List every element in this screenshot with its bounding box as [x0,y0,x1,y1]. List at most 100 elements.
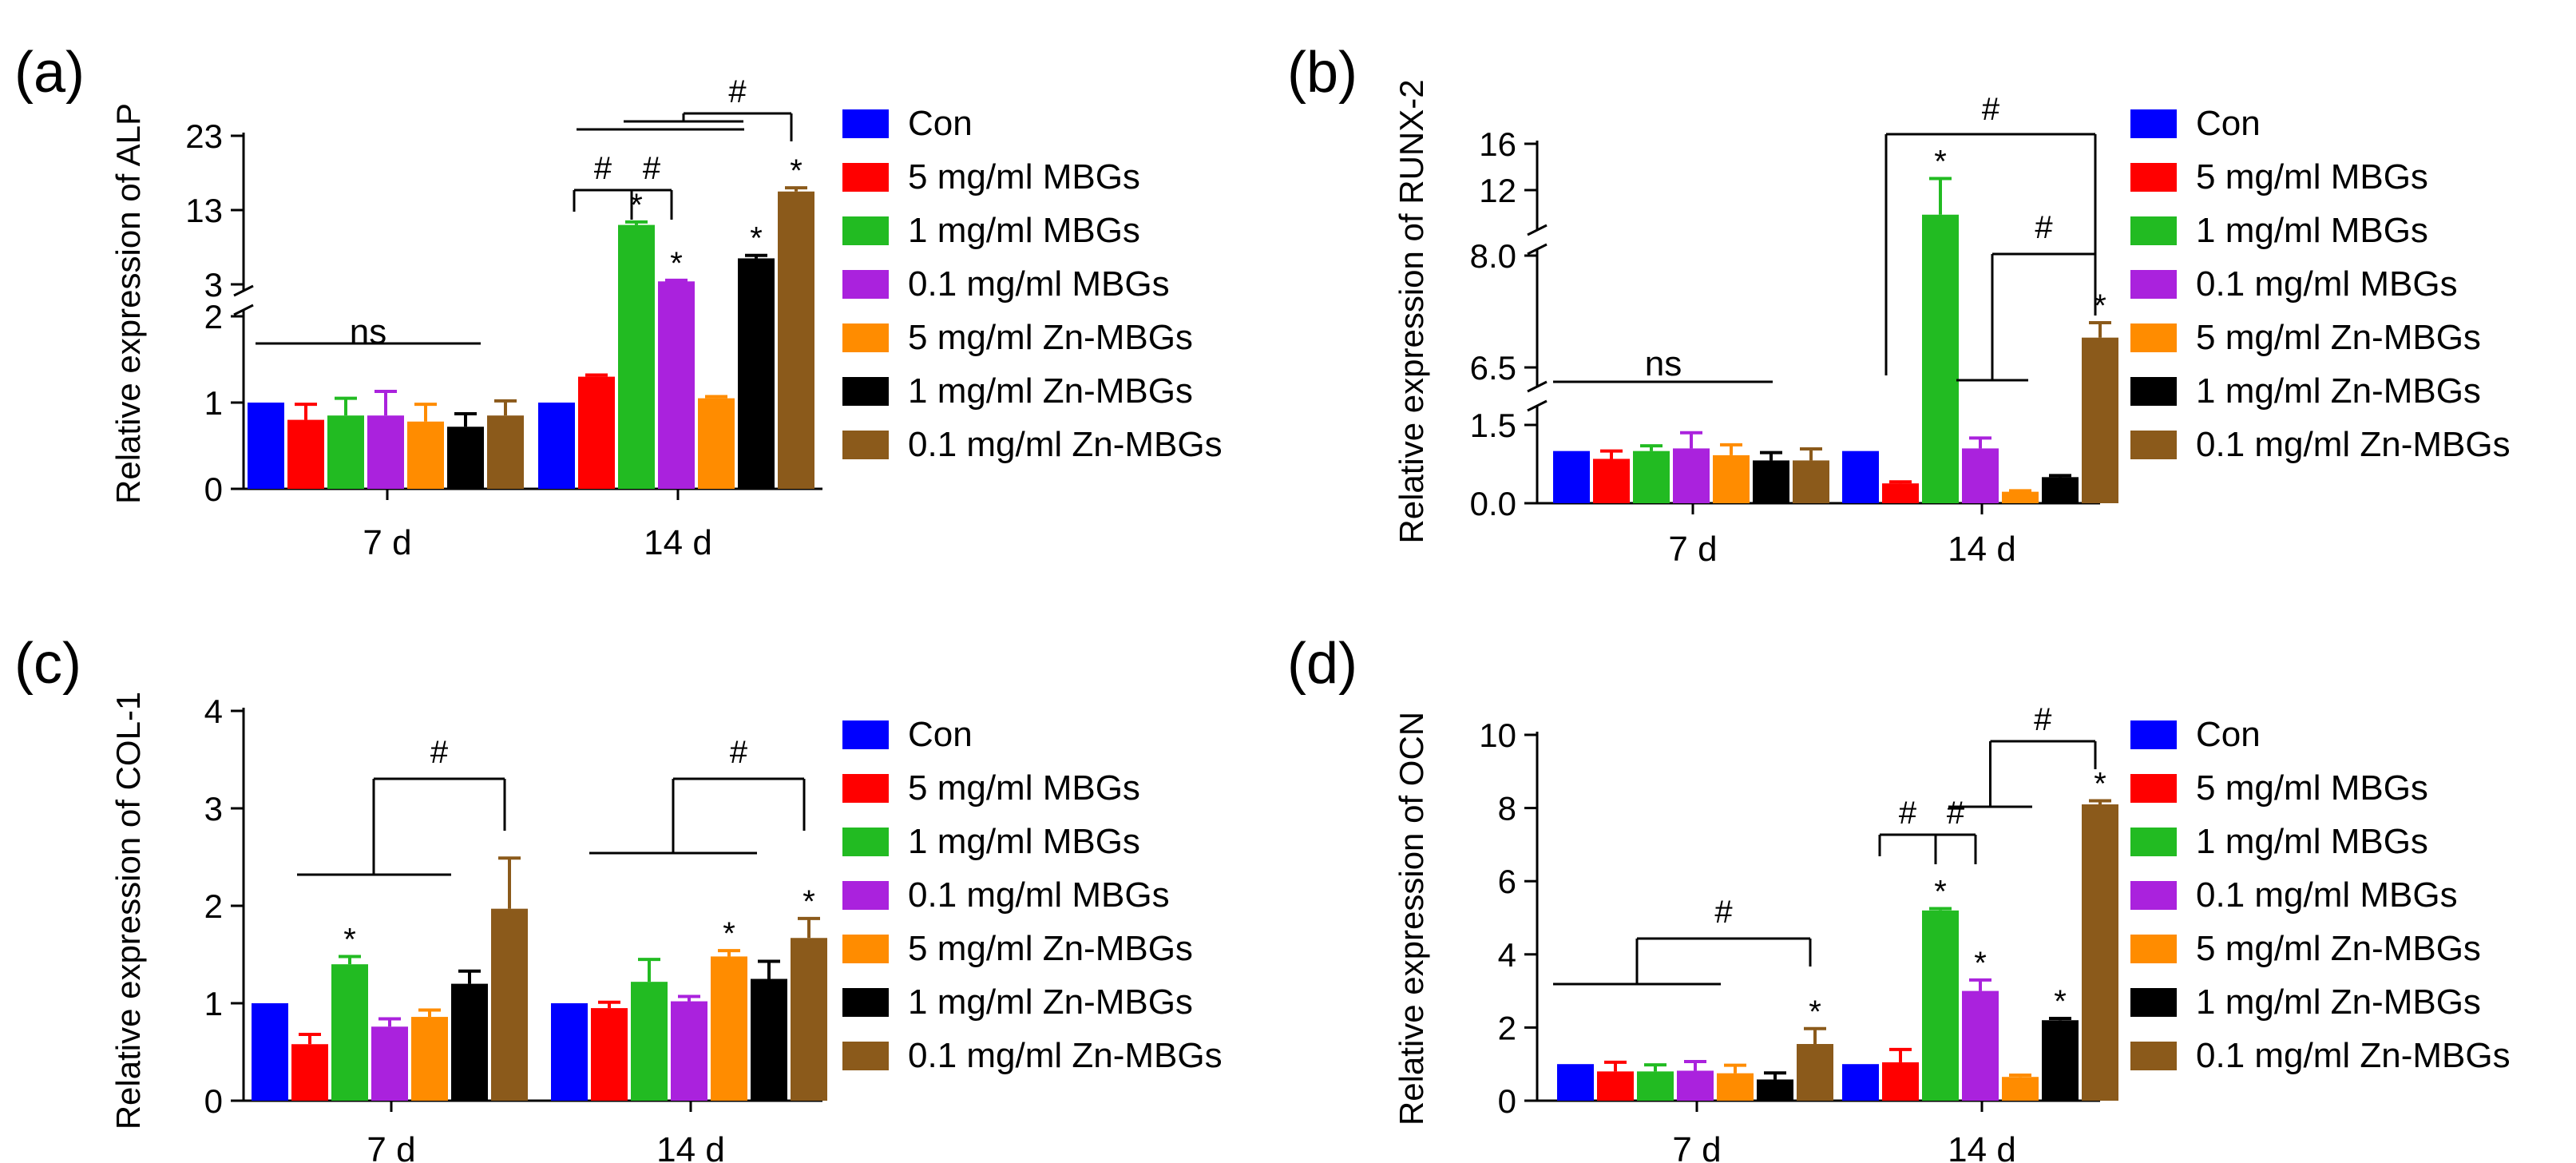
significance-star: * [790,153,803,189]
bar [711,956,747,1101]
legend-label: 5 mg/ml Zn-MBGs [908,929,1193,968]
legend-swatch [2130,828,2177,856]
legend-swatch [2130,109,2177,138]
legend-swatch [842,988,889,1017]
bar [327,415,364,489]
legend-label: 0.1 mg/ml Zn-MBGs [908,1036,1223,1075]
bar [367,415,404,489]
y-tick-label: 8.0 [1470,237,1516,275]
panel-label: (b) [1287,41,1357,105]
y-axis-label: Relative expression of COL-1 [109,692,147,1130]
significance-star: * [723,916,735,951]
y-tick-label: 8 [1498,790,1516,828]
bar [487,415,524,489]
bar [591,1008,628,1101]
legend-swatch [842,774,889,803]
bar [791,938,827,1101]
bar [2002,491,2039,503]
legend-swatch [842,323,889,352]
significance-star: * [1934,875,1947,910]
legend-swatch [842,377,889,406]
y-tick-label: 12 [1479,172,1516,209]
x-tick-label: 14 d [1948,530,2016,569]
legend-label: 5 mg/ml Zn-MBGs [2196,318,2481,357]
bar [778,191,814,489]
legend-label: 0.1 mg/ml MBGs [908,875,1170,915]
x-tick-label: 14 d [656,1130,725,1163]
bar [1842,451,1879,503]
panel-0: (a) Relative expression of ALP 0 1 23 13 23 7 d… [14,41,1223,562]
bar [738,258,775,489]
bar [1842,1064,1879,1101]
bar [631,982,668,1101]
hash-label: # [594,151,612,186]
significance-star: * [1974,946,1987,981]
legend-label: 1 mg/ml Zn-MBGs [2196,982,2481,1022]
y-tick-label: 1 [204,985,223,1022]
significance-star: * [1809,994,1821,1030]
y-tick-label: 2 [204,298,223,335]
y-axis-label: Relative expression of RUNX-2 [1393,79,1430,543]
bar [698,398,735,489]
legend-label: 5 mg/ml MBGs [908,157,1140,196]
legend-label: 5 mg/ml Zn-MBGs [2196,929,2481,968]
axis-break-mark [233,304,254,316]
y-axis-label: Relative expression of OCN [1393,712,1430,1125]
significance-star: * [670,246,683,281]
hash-label: # [1714,895,1733,930]
bar [1637,1071,1674,1101]
hash-label: # [1947,796,1965,831]
y-tick-label: 23 [185,117,223,155]
significance-star: * [2094,288,2106,323]
bar [1882,483,1919,503]
panel-3: (d) Relative expression of OCN 0 2 4 6 8 10 7 d 1… [1287,632,2511,1163]
bar [287,419,324,489]
bar [1553,451,1590,503]
y-tick-label: 1 [204,384,223,422]
x-tick-label: 14 d [644,523,712,562]
bar [618,224,655,489]
legend-swatch [2130,431,2177,459]
legend-label: 1 mg/ml Zn-MBGs [908,371,1193,411]
legend-label: 0.1 mg/ml MBGs [908,264,1170,304]
y-tick-label: 4 [1498,936,1516,974]
bar [1757,1079,1793,1101]
bar [1962,990,1999,1101]
hash-label: # [1899,796,1917,831]
legend-label: Con [2196,104,2261,143]
x-tick-label: 14 d [1948,1130,2016,1163]
bar [2042,477,2079,503]
y-tick-label: 16 [1479,125,1516,163]
significance-star: * [803,884,815,919]
y-tick-label: 3 [204,266,223,304]
axis-break-mark [233,284,254,297]
legend-swatch [842,431,889,459]
y-tick-label: 13 [185,192,223,229]
panel-label: (c) [14,632,81,696]
legend-swatch [2130,270,2177,299]
bar [1633,451,1670,503]
legend-swatch [2130,774,2177,803]
x-tick-label: 7 d [1672,1130,1721,1163]
bar [1753,460,1789,503]
bar [538,403,575,489]
bar [1677,1070,1714,1101]
bar [1882,1062,1919,1101]
bar [1922,910,1959,1101]
legend-swatch [2130,163,2177,192]
legend-swatch [842,1042,889,1070]
y-tick-label: 6 [1498,863,1516,900]
legend-label: 0.1 mg/ml Zn-MBGs [908,425,1223,464]
bar [1793,460,1829,503]
y-tick-label: 2 [1498,1009,1516,1046]
bar [451,983,488,1101]
bar [551,1003,588,1101]
y-axis-label: Relative expression of ALP [109,103,147,504]
legend-swatch [2130,323,2177,352]
legend-label: 1 mg/ml Zn-MBGs [2196,371,2481,411]
bar [1673,448,1710,503]
legend-label: 0.1 mg/ml MBGs [2196,264,2458,304]
legend-swatch [842,720,889,749]
bar [1962,448,1999,503]
bar [2042,1020,2079,1101]
